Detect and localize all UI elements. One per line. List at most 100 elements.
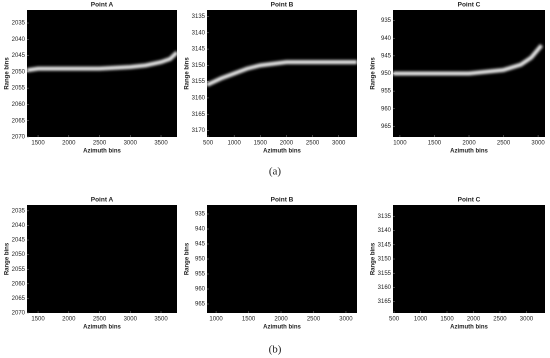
y-tick-label: 3160: [192, 96, 206, 102]
y-tick-label: 965: [381, 124, 392, 130]
x-tick-label: 2000: [274, 317, 288, 323]
y-tick-label: 955: [381, 89, 392, 95]
x-tick-label: 1000: [393, 141, 407, 147]
caption: (a): [269, 166, 282, 178]
x-tick-label: 1500: [31, 317, 45, 323]
x-tick-label: 1500: [254, 141, 268, 147]
x-tick-label: 2000: [462, 141, 476, 147]
y-tick-label: 3165: [378, 299, 392, 305]
y-tick-label: 960: [381, 106, 392, 112]
y-axis-label: Range bins: [371, 57, 377, 90]
chart-title: Point B: [271, 197, 294, 204]
y-tick-label: 3150: [378, 257, 392, 263]
x-tick-label: 1500: [440, 317, 454, 323]
plot-area: [393, 205, 545, 313]
y-tick-label: 2055: [12, 86, 26, 92]
y-tick-label: 2060: [12, 281, 26, 287]
y-tick-label: 3150: [192, 63, 206, 69]
chart-title: Point A: [91, 2, 114, 9]
plot-area: [27, 10, 177, 137]
y-axis-label: Range bins: [371, 242, 377, 275]
y-tick-label: 3140: [378, 228, 392, 234]
y-tick-label: 950: [381, 71, 392, 77]
x-tick-label: 3000: [124, 317, 138, 323]
y-tick-label: 2050: [12, 252, 26, 258]
y-tick-label: 2065: [12, 118, 26, 124]
y-tick-label: 950: [195, 257, 206, 263]
y-tick-label: 3155: [192, 79, 206, 85]
x-tick-label: 1500: [31, 141, 45, 147]
x-axis-label: Azimuth bins: [450, 325, 488, 331]
y-axis-label: Range bins: [185, 242, 191, 275]
chart-title: Point A: [91, 197, 114, 204]
x-tick-label: 1000: [414, 317, 428, 323]
x-tick-label: 2500: [493, 317, 507, 323]
y-tick-label: 3145: [378, 242, 392, 248]
x-tick-label: 3000: [531, 141, 545, 147]
x-tick-label: 2000: [467, 317, 481, 323]
y-tick-label: 935: [381, 18, 392, 24]
chart-title: Point C: [458, 2, 481, 9]
y-tick-label: 2045: [12, 53, 26, 59]
trace: [393, 43, 544, 76]
x-axis-label: Azimuth bins: [83, 325, 121, 331]
y-tick-label: 2065: [12, 296, 26, 302]
y-tick-label: 945: [381, 53, 392, 59]
x-tick-label: 3000: [520, 317, 534, 323]
y-tick-label: 2035: [12, 208, 26, 214]
y-tick-label: 3145: [192, 47, 206, 53]
x-tick-label: 2000: [280, 141, 294, 147]
chart-title: Point C: [458, 197, 481, 204]
y-axis-label: Range bins: [5, 57, 11, 90]
x-axis-label: Azimuth bins: [263, 325, 301, 331]
y-tick-label: 2050: [12, 69, 26, 75]
x-tick-label: 1500: [428, 141, 442, 147]
x-tick-label: 3000: [124, 141, 138, 147]
trace: [26, 50, 179, 73]
y-tick-label: 965: [195, 302, 206, 308]
x-tick-label: 1500: [242, 317, 256, 323]
y-tick-label: 2035: [12, 21, 26, 27]
y-tick-label: 2045: [12, 238, 26, 244]
x-tick-label: 2500: [93, 317, 107, 323]
y-tick-label: 3135: [378, 214, 392, 220]
y-tick-label: 3170: [192, 128, 206, 134]
y-tick-label: 940: [381, 36, 392, 42]
x-tick-label: 2500: [497, 141, 511, 147]
y-tick-label: 2055: [12, 267, 26, 273]
x-tick-label: 500: [203, 141, 214, 147]
chart-title: Point B: [271, 2, 294, 9]
caption: (b): [269, 344, 282, 356]
y-axis-label: Range bins: [185, 57, 191, 90]
x-tick-label: 2500: [306, 141, 320, 147]
y-tick-label: 2040: [12, 223, 26, 229]
x-axis-label: Azimuth bins: [263, 149, 301, 155]
x-axis-label: Azimuth bins: [83, 149, 121, 155]
y-axis-label: Range bins: [5, 242, 11, 275]
y-tick-label: 2040: [12, 37, 26, 43]
y-tick-label: 935: [195, 212, 206, 218]
x-tick-label: 500: [389, 317, 400, 323]
y-tick-label: 2070: [12, 135, 26, 141]
x-tick-label: 1000: [227, 141, 241, 147]
y-tick-label: 3155: [378, 271, 392, 277]
trace: [206, 60, 357, 87]
x-tick-label: 3500: [154, 317, 168, 323]
x-tick-label: 2500: [93, 141, 107, 147]
x-tick-label: 2000: [62, 317, 76, 323]
y-tick-label: 3160: [378, 285, 392, 291]
y-tick-label: 940: [195, 227, 206, 233]
y-tick-label: 3140: [192, 30, 206, 36]
y-tick-label: 2070: [12, 311, 26, 317]
x-tick-label: 1000: [209, 317, 223, 323]
plot-area: [27, 205, 177, 313]
y-tick-label: 955: [195, 272, 206, 278]
x-tick-label: 3500: [154, 141, 168, 147]
x-tick-label: 2000: [62, 141, 76, 147]
y-tick-label: 960: [195, 287, 206, 293]
y-tick-label: 945: [195, 242, 206, 248]
x-axis-label: Azimuth bins: [450, 149, 488, 155]
x-tick-label: 3000: [332, 141, 346, 147]
